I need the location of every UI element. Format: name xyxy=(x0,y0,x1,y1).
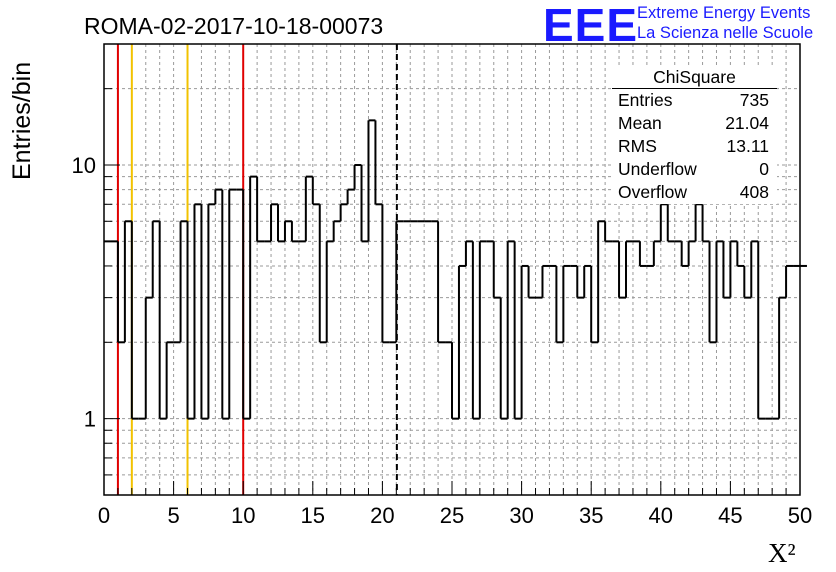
stats-row-entries: Entries 735 xyxy=(612,89,777,112)
stats-row-overflow: Overflow 408 xyxy=(612,181,777,204)
x-tick-label: 15 xyxy=(301,503,325,528)
stats-value: 13.11 xyxy=(726,136,770,156)
y-tick-label: 1 xyxy=(84,407,96,432)
stats-row-rms: RMS 13.11 xyxy=(612,135,777,158)
stats-value: 408 xyxy=(739,182,769,202)
x-tick-label: 30 xyxy=(509,503,533,528)
stats-row-mean: Mean 21.04 xyxy=(612,112,777,135)
stats-value: 21.04 xyxy=(725,113,769,133)
y-axis-label: Entries/bin xyxy=(8,62,36,180)
stats-box: ChiSquare Entries 735 Mean 21.04 RMS 13.… xyxy=(612,66,777,204)
x-tick-label: 0 xyxy=(98,503,110,528)
stats-label: RMS xyxy=(618,136,657,156)
stats-label: Underflow xyxy=(618,159,697,179)
x-tick-label: 50 xyxy=(788,503,812,528)
stats-label: Entries xyxy=(618,90,673,110)
x-tick-label: 5 xyxy=(167,503,179,528)
x-tick-label: 45 xyxy=(718,503,742,528)
stats-row-underflow: Underflow 0 xyxy=(612,158,777,181)
axis-ticks: 0 5 10 15 20 25 30 35 40 45 50 1 10 xyxy=(72,88,812,528)
x-tick-label: 40 xyxy=(649,503,673,528)
chart-title: ROMA-02-2017-10-18-00073 xyxy=(84,13,383,39)
x-tick-label: 35 xyxy=(579,503,603,528)
stats-value: 0 xyxy=(759,159,769,179)
stats-label: Overflow xyxy=(618,182,688,202)
x-tick-label: 25 xyxy=(440,503,464,528)
histogram xyxy=(104,119,807,420)
logo-text-line-1: Extreme Energy Events xyxy=(637,4,811,22)
x-tick-label: 10 xyxy=(231,503,255,528)
logo-text-line-2: La Scienza nelle Scuole xyxy=(637,24,814,42)
stats-title: ChiSquare xyxy=(612,66,777,89)
y-tick-label: 10 xyxy=(72,153,96,178)
x-axis-label: X² xyxy=(768,538,796,568)
stats-label: Mean xyxy=(618,113,662,133)
eee-logo-mark: EEE xyxy=(543,0,639,51)
stats-value: 735 xyxy=(739,90,769,110)
x-tick-label: 20 xyxy=(370,503,394,528)
